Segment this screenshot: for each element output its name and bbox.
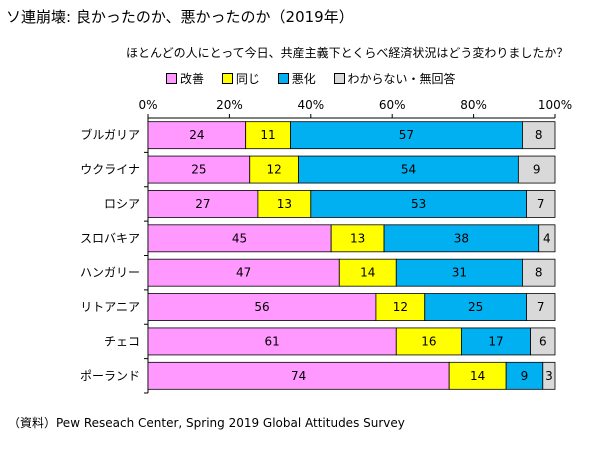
data-label-same: 14 [360,266,375,280]
bar-segment-worse [424,293,527,321]
bar-segment-improved [147,121,247,150]
data-label-unknown: 7 [537,197,545,211]
category-label: ブルガリア [80,127,140,142]
bar-segment-same [249,155,299,184]
data-label-improved: 27 [195,197,210,211]
legend-swatch-improved [166,73,177,84]
data-label-same: 13 [350,231,365,245]
legend-item-unknown: わからない・無回答 [333,70,456,87]
category-label: チェコ [104,334,140,348]
data-label-improved: 61 [264,334,279,348]
bar-segment-improved [147,361,450,390]
data-label-worse: 57 [399,128,414,142]
x-tick-label: 80% [460,98,487,112]
source-note: （資料）Pew Reseach Center, Spring 2019 Glob… [8,416,405,430]
bar-segment-worse [395,258,523,287]
legend-label-improved: 改善 [180,72,205,86]
legend-label-same: 同じ [235,72,260,86]
legend-swatch-worse [277,73,289,84]
legend-label-worse: 悪化 [291,72,316,86]
bar-segment-unknown [517,155,556,184]
bar-segment-worse [505,361,544,390]
data-label-improved: 24 [189,128,204,142]
legend-item-improved: 改善 [166,70,204,87]
data-label-unknown: 3 [545,369,553,383]
bar-segment-improved [147,190,259,218]
bar-segment-improved [147,258,340,287]
legend-swatch-same [221,73,233,84]
data-label-same: 12 [267,163,282,177]
bar-segment-worse [460,327,531,356]
bar-segment-same [330,224,385,253]
chart-title: ソ連崩壊: 良かったのか、悪かったのか（2019年） [6,8,354,26]
data-label-unknown: 9 [533,163,541,177]
bar-segment-worse [383,224,540,253]
bar-segment-unknown [526,293,556,321]
data-label-worse: 53 [411,197,426,211]
category-label: ウクライナ [80,163,140,177]
data-label-improved: 25 [191,163,206,177]
category-label: ポーランド [80,369,140,383]
bar-segment-unknown [522,121,556,150]
data-label-unknown: 7 [537,300,545,314]
bar-segment-same [375,293,426,321]
data-label-worse: 38 [454,231,469,245]
x-tick-label: 0% [138,98,157,112]
data-label-improved: 45 [232,231,247,245]
data-label-same: 11 [260,128,275,142]
data-label-same: 14 [470,369,485,383]
legend-label-unknown: わからない・無回答 [347,72,456,86]
data-label-same: 13 [277,197,292,211]
x-tick-label: 60% [379,98,406,112]
x-tick-label: 40% [297,98,324,112]
data-label-unknown: 6 [539,334,547,348]
x-tick-label: 20% [216,98,243,112]
legend-item-same: 同じ [221,70,260,87]
bar-segment-unknown [526,190,556,218]
category-label: スロバキア [80,231,140,245]
bar-segment-unknown [530,327,556,356]
legend: 改善 同じ 悪化 わからない・無回答 [166,70,470,87]
data-label-unknown: 8 [535,266,543,280]
bar-segment-same [448,361,507,390]
data-label-worse: 54 [401,163,416,177]
bar-segment-unknown [542,361,556,390]
data-label-improved: 74 [291,369,306,383]
bar-segment-same [338,258,397,287]
chart-subtitle: ほとんどの人にとって今日、共産主義下とくらべ経済状況はどう変わりましたか？ [126,46,569,60]
data-label-same: 12 [393,300,408,314]
data-label-worse: 31 [452,266,467,280]
data-label-worse: 17 [488,334,503,348]
data-label-improved: 56 [254,300,269,314]
legend-swatch-unknown [333,73,345,84]
bar-segment-unknown [522,258,556,287]
data-label-worse: 25 [468,300,483,314]
data-label-unknown: 8 [535,128,543,142]
data-label-same: 16 [421,334,436,348]
data-label-unknown: 4 [543,231,551,245]
category-label: リトアニア [80,300,140,314]
category-label: ハンガリー [80,266,140,280]
data-label-improved: 47 [236,266,251,280]
bar-segment-unknown [538,224,556,253]
data-label-worse: 9 [521,369,529,383]
category-label: ロシア [104,197,140,211]
legend-item-worse: 悪化 [277,70,316,87]
x-tick-label: 100% [538,98,572,112]
